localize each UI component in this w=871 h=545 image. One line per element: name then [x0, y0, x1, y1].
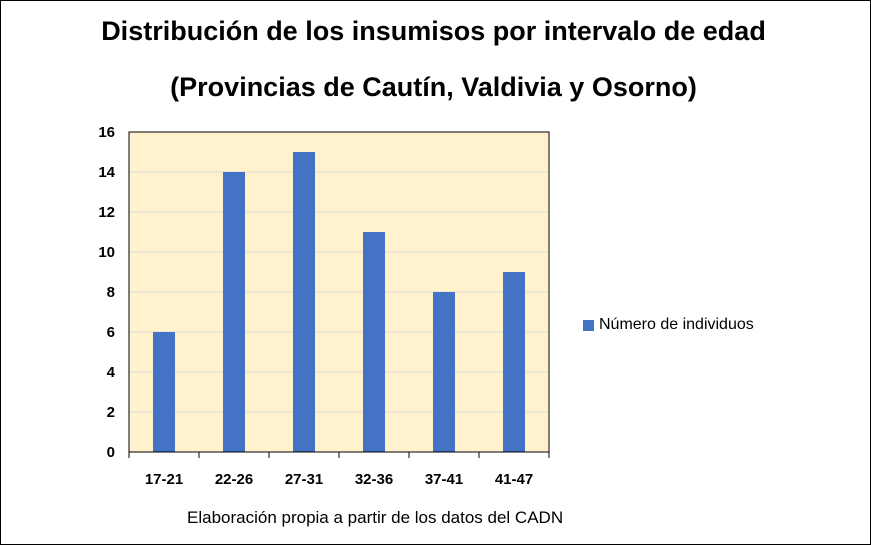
y-tick-label: 6 [107, 324, 115, 341]
y-tick-label: 8 [107, 284, 115, 301]
x-tick-label: 37-41 [425, 471, 463, 488]
source-note: Elaboración propia a partir de los datos… [187, 508, 564, 527]
bar [293, 152, 315, 452]
x-tick-label: 32-36 [355, 471, 393, 488]
bar [433, 292, 455, 452]
y-tick-label: 4 [107, 364, 116, 381]
x-tick-label: 41-47 [495, 471, 533, 488]
y-tick-label: 14 [98, 164, 115, 181]
bar [503, 272, 525, 452]
legend-swatch [583, 319, 594, 331]
chart-title: Distribución de los insumisos por interv… [101, 16, 766, 46]
legend: Número de individuos [583, 316, 754, 334]
legend-label: Número de individuos [599, 316, 754, 333]
x-tick-label: 27-31 [285, 471, 323, 488]
y-tick-label: 10 [98, 244, 115, 261]
chart-subtitle: (Provincias de Cautín, Valdivia y Osorno… [170, 72, 697, 102]
bar [223, 172, 245, 452]
x-tick-label: 17-21 [145, 471, 183, 488]
bar [153, 332, 175, 452]
y-tick-label: 0 [107, 444, 115, 461]
y-tick-label: 16 [98, 124, 115, 141]
y-tick-label: 2 [107, 404, 115, 421]
bar [363, 232, 385, 452]
y-tick-label: 12 [98, 204, 115, 221]
x-tick-label: 22-26 [215, 471, 253, 488]
